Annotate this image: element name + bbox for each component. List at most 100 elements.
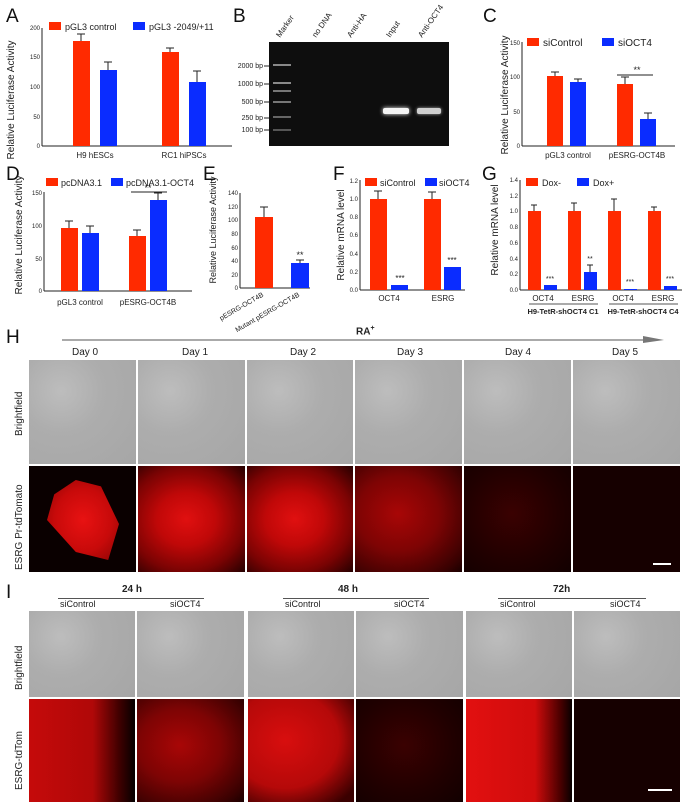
i-bf-24h-sioct4 [137,611,244,697]
lane-anti-ha: Anti-HA [345,11,369,39]
i-fl-72h-sicontrol [466,699,572,802]
svg-text:150: 150 [30,55,41,61]
svg-text:80: 80 [231,232,238,238]
treatment-label: RA+ [356,325,375,338]
svg-text:H9 hESCs: H9 hESCs [76,151,113,160]
svg-text:20: 20 [231,273,238,279]
i-bf-72h-sicontrol [466,611,572,697]
panel-letter-f: F [333,164,345,185]
svg-text:40: 40 [231,259,238,265]
row-label-brightfield-i: Brightfield [14,645,25,690]
svg-text:Relative Luciferase Activity: Relative Luciferase Activity [14,176,25,295]
h-bf-day4 [464,360,571,464]
svg-text:0: 0 [517,144,521,150]
svg-text:100: 100 [228,218,239,224]
svg-text:***: *** [395,274,404,283]
svg-text:250 bp: 250 bp [242,115,264,122]
h-fl-day2 [247,466,353,572]
panel-letter-b: B [233,6,246,27]
svg-text:0.8: 0.8 [350,215,359,221]
svg-text:0.4: 0.4 [510,257,519,263]
row-label-tdtomato-h: ESRG Pr-tdTomato [14,484,25,570]
svg-text:Relative Luciferase Activity: Relative Luciferase Activity [500,36,511,155]
svg-text:Mutant pESRG-OCT4B: Mutant pESRG-OCT4B [234,292,301,335]
svg-text:0.6: 0.6 [350,233,359,239]
row-label-tdtom-i: ESRG-tdTom [14,731,25,790]
gel-labels: Marker no DNA Anti-HA Input Anti-OCT4 20… [238,3,446,134]
chart-d: Relative Luciferase Activity 0 50 100 15… [14,176,194,307]
svg-text:2000 bp: 2000 bp [238,63,263,70]
svg-text:siControl: siControl [543,38,582,49]
chart-g: Relative mRNA level 0.0 0.2 0.4 0.6 0.8 … [490,178,682,316]
svg-text:pcDNA3.1-OCT4: pcDNA3.1-OCT4 [126,178,194,188]
i-fl-24h-sioct4 [137,699,244,802]
svg-text:200: 200 [30,26,41,32]
chart-e: Relative Luciferase Activity 0 20 40 60 … [208,176,310,335]
svg-text:H9-TetR-shOCT4 C1: H9-TetR-shOCT4 C1 [527,307,598,316]
svg-text:0.0: 0.0 [350,288,359,294]
svg-text:siControl: siControl [380,178,416,188]
svg-text:ESRG: ESRG [572,294,595,303]
svg-text:150: 150 [510,41,521,47]
svg-text:***: *** [546,276,554,283]
svg-text:1.0: 1.0 [510,209,519,215]
h-fl-day0 [29,466,136,572]
i-fl-24h-sicontrol [29,699,135,802]
h-fl-day3 [355,466,462,572]
svg-text:**: ** [587,256,593,263]
panel-letter-i: I [6,582,12,603]
h-fl-day1 [138,466,245,572]
chart-f: Relative mRNA level 0.0 0.2 0.4 0.6 0.8 … [336,178,470,303]
legend-a-1: pGL3 control [65,22,117,32]
svg-text:0: 0 [37,144,41,150]
gel-image [269,42,449,146]
svg-text:***: *** [666,276,674,283]
svg-text:1.0: 1.0 [350,197,359,203]
chart-a-ylabel: Relative Luciferase Activity [6,41,17,160]
lane-no-dna: no DNA [310,10,334,39]
svg-text:**: ** [144,183,152,193]
svg-text:50: 50 [513,110,520,116]
svg-text:ESRG: ESRG [432,294,455,303]
svg-text:0: 0 [235,286,239,292]
svg-text:OCT4: OCT4 [532,294,554,303]
svg-text:OCT4: OCT4 [378,294,400,303]
svg-text:0.2: 0.2 [350,270,359,276]
i-bf-72h-sioct4 [574,611,680,697]
scale-bar-h [653,563,671,565]
svg-text:0.0: 0.0 [510,288,519,294]
svg-text:120: 120 [228,205,239,211]
svg-text:pESRG-OCT4B: pESRG-OCT4B [120,298,176,307]
time-arrow [62,336,664,343]
svg-text:50: 50 [33,115,40,121]
i-bf-48h-sioct4 [356,611,463,697]
svg-text:pGL3 control: pGL3 control [545,151,591,160]
svg-text:Dox+: Dox+ [593,178,614,188]
svg-text:0.8: 0.8 [510,225,519,231]
svg-text:***: *** [447,256,456,265]
i-fl-72h-sioct4 [574,699,680,802]
svg-text:**: ** [633,65,641,75]
svg-text:0.6: 0.6 [510,241,519,247]
svg-text:***: *** [626,279,634,286]
svg-text:OCT4: OCT4 [612,294,634,303]
panel-letter-h: H [6,327,20,348]
svg-text:**: ** [296,250,304,260]
svg-text:50: 50 [35,257,42,263]
panel-letter-d: D [6,164,20,185]
chart-c: Relative Luciferase Activity 0 50 100 15… [500,36,675,160]
h-fl-day5 [573,466,680,572]
svg-text:pGL3 control: pGL3 control [57,298,103,307]
i-fl-48h-sioct4 [356,699,463,802]
chart-a: Relative Luciferase Activity 0 50 100 15… [6,22,232,160]
h-bf-day2 [247,360,353,464]
legend-a-2: pGL3 -2049/+11 [149,22,214,32]
svg-text:1.2: 1.2 [510,194,519,200]
svg-text:60: 60 [231,246,238,252]
svg-text:150: 150 [32,191,43,197]
svg-text:pcDNA3.1: pcDNA3.1 [61,178,102,188]
h-bf-day5 [573,360,680,464]
h-bf-day0 [29,360,136,464]
svg-text:1000 bp: 1000 bp [238,81,263,88]
svg-text:ESRG: ESRG [652,294,675,303]
